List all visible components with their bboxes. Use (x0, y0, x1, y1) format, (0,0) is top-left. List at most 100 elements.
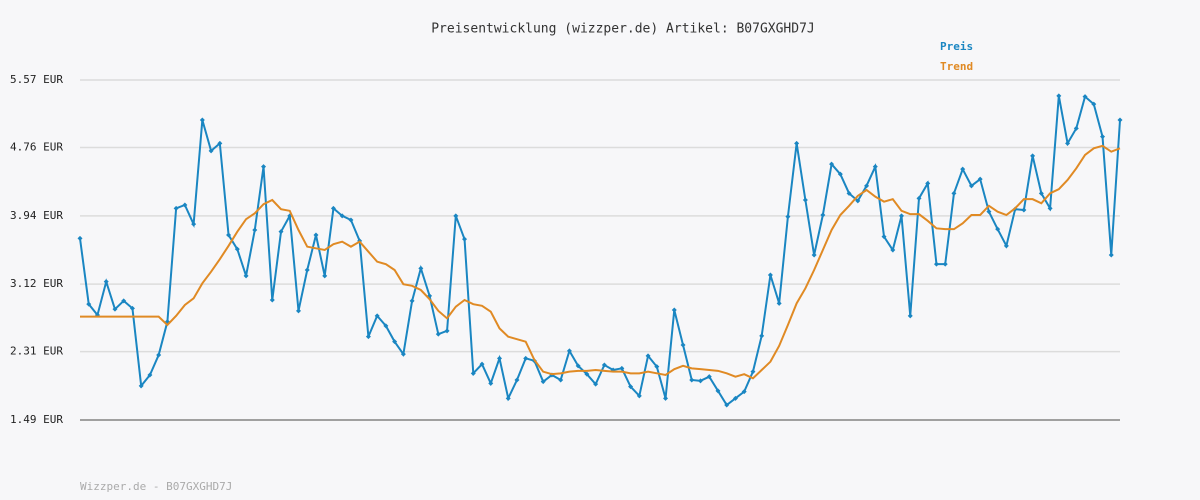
point-marker (103, 279, 109, 285)
point-marker (138, 383, 144, 389)
point-marker (802, 197, 808, 203)
point-marker (593, 381, 599, 387)
point-marker (1047, 205, 1053, 211)
point-marker (86, 301, 92, 307)
point-marker (234, 246, 240, 252)
point-marker (339, 213, 345, 219)
point-marker (1030, 153, 1036, 159)
point-marker (540, 379, 546, 385)
footer: Wizzper.de - B07GXGHD7J (80, 480, 232, 493)
point-marker (829, 161, 835, 167)
point-marker (881, 234, 887, 240)
point-marker (243, 273, 249, 279)
point-marker (1117, 117, 1123, 123)
point-marker (514, 377, 520, 383)
point-marker (392, 339, 398, 345)
point-marker (811, 252, 817, 258)
point-marker (698, 378, 704, 384)
point-marker (330, 205, 336, 211)
point-marker (453, 213, 459, 219)
point-marker (374, 313, 380, 319)
point-marker (365, 334, 371, 340)
point-marker (400, 351, 406, 357)
point-marker (173, 205, 179, 211)
point-marker (418, 265, 424, 271)
point-marker (680, 342, 686, 348)
point-marker (907, 313, 913, 319)
y-tick-label: 3.94 EUR (10, 209, 63, 222)
point-marker (689, 377, 695, 383)
point-marker (759, 333, 765, 339)
point-marker (566, 348, 572, 354)
point-marker (1021, 207, 1027, 213)
point-marker (960, 166, 966, 172)
point-marker (864, 183, 870, 189)
point-marker (121, 298, 127, 304)
point-marker (916, 195, 922, 201)
y-tick-label: 4.76 EUR (10, 141, 63, 154)
point-marker (986, 209, 992, 215)
point-marker (295, 308, 301, 314)
point-marker (724, 402, 730, 408)
point-marker (872, 164, 878, 170)
chart-title: Preisentwicklung (wizzper.de) Artikel: B… (431, 22, 815, 37)
point-marker (846, 190, 852, 196)
series-line (79, 94, 1121, 407)
point-marker (706, 374, 712, 380)
point-marker (837, 171, 843, 177)
point-marker (409, 298, 415, 304)
point-marker (942, 261, 948, 267)
point-marker (191, 221, 197, 227)
series-line (80, 144, 1121, 380)
legend-label: Preis (940, 40, 973, 53)
point-marker (496, 355, 502, 361)
point-marker (505, 395, 511, 401)
point-marker (1108, 252, 1114, 258)
point-marker (855, 198, 861, 204)
y-tick-label: 3.12 EUR (10, 277, 63, 290)
point-marker (645, 353, 651, 359)
point-marker (523, 355, 529, 361)
point-marker (252, 227, 258, 233)
point-marker (776, 300, 782, 306)
point-marker (1065, 140, 1071, 146)
point-marker (628, 384, 634, 390)
point-marker (278, 229, 284, 235)
point-marker (732, 395, 738, 401)
point-marker (951, 190, 957, 196)
point-marker (636, 393, 642, 399)
point-marker (182, 202, 188, 208)
point-marker (750, 369, 756, 375)
point-marker (112, 306, 118, 312)
point-marker (741, 389, 747, 395)
point-marker (269, 297, 275, 303)
point-marker (479, 361, 485, 367)
point-marker (1056, 93, 1062, 99)
point-marker (147, 372, 153, 378)
point-marker (383, 323, 389, 329)
point-marker (435, 331, 441, 337)
point-marker (715, 388, 721, 394)
point-marker (261, 164, 267, 170)
point-marker (584, 371, 590, 377)
point-marker (794, 140, 800, 146)
point-marker (156, 352, 162, 358)
point-marker (322, 273, 328, 279)
point-marker (820, 212, 826, 218)
point-marker (1100, 134, 1106, 140)
point-marker (1003, 243, 1009, 249)
point-marker (313, 232, 319, 238)
point-marker (968, 183, 974, 189)
point-marker (226, 232, 232, 238)
point-marker (470, 370, 476, 376)
point-marker (348, 217, 354, 223)
point-marker (129, 305, 135, 311)
point-marker (933, 261, 939, 267)
point-marker (77, 235, 83, 241)
point-marker (654, 364, 660, 370)
point-marker (217, 140, 223, 146)
point-marker (304, 267, 310, 273)
point-marker (558, 377, 564, 383)
point-marker (1038, 190, 1044, 196)
